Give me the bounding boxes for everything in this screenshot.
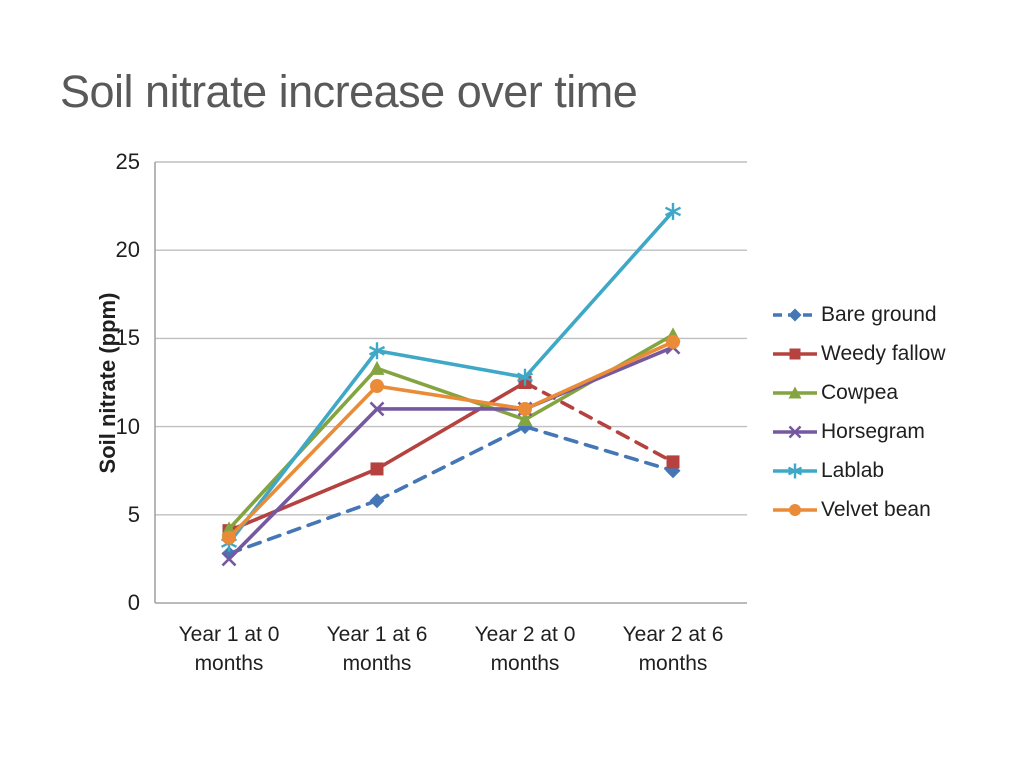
legend-marker-horsegram bbox=[788, 425, 802, 438]
y-tick-label-0: 0 bbox=[127, 590, 140, 615]
data-point-cowpea bbox=[517, 412, 533, 427]
data-point-horsegram bbox=[221, 551, 237, 567]
data-point-velvet-bean bbox=[666, 334, 680, 349]
legend-marker-velvet-bean bbox=[789, 503, 801, 516]
data-point-lablab bbox=[516, 368, 534, 386]
y-tick-label-15: 15 bbox=[115, 325, 140, 351]
series-segment-bare-ground bbox=[227, 498, 379, 556]
data-point-horsegram bbox=[369, 401, 385, 417]
legend-marker-icon-cowpea bbox=[773, 386, 817, 398]
legend: Bare ground Weedy fallow Cowpea Horsegram La… bbox=[772, 295, 946, 529]
series-segment-weedy-fallow bbox=[375, 380, 527, 471]
legend-label: Horsegram bbox=[821, 419, 925, 443]
data-point-lablab bbox=[368, 342, 386, 360]
legend-marker-bare-ground bbox=[788, 308, 802, 321]
y-axis-title: Soil nitrate (ppm) bbox=[95, 292, 120, 474]
legend-marker-lablab bbox=[787, 463, 803, 478]
series-segment-velvet-bean bbox=[227, 384, 379, 540]
legend-marker-icon-weedy-fallow bbox=[773, 348, 817, 359]
data-point-weedy-fallow bbox=[666, 455, 680, 469]
series-weedy-fallow bbox=[222, 376, 680, 538]
data-point-velvet-bean bbox=[222, 530, 236, 545]
data-point-velvet-bean bbox=[518, 401, 532, 416]
series-segment-lablab bbox=[375, 348, 527, 380]
series-segment-weedy-fallow bbox=[227, 467, 379, 533]
legend-item-bare-ground: Bare ground bbox=[772, 295, 946, 334]
y-tick-label-20: 20 bbox=[115, 237, 140, 263]
chart-title: Soil nitrate increase over time bbox=[60, 66, 638, 117]
series-segment-horsegram bbox=[227, 407, 379, 561]
data-point-bare-ground bbox=[369, 493, 385, 509]
series-segment-bare-ground bbox=[523, 424, 675, 473]
legend-item-velvet-bean: Velvet bean bbox=[772, 490, 946, 529]
legend-item-cowpea: Cowpea bbox=[772, 373, 946, 412]
series-segment-weedy-fallow bbox=[523, 380, 675, 464]
legend-marker-icon-horsegram bbox=[773, 425, 817, 438]
x-category-label: Year 2 at 0 months bbox=[474, 623, 576, 675]
legend-item-weedy-fallow: Weedy fallow bbox=[772, 334, 946, 373]
series-segment-bare-ground bbox=[375, 424, 527, 503]
x-category-label: Year 1 at 0 months bbox=[178, 623, 280, 675]
data-point-lablab bbox=[664, 202, 682, 220]
series-bare-ground bbox=[221, 419, 681, 562]
series-segment-lablab bbox=[523, 209, 675, 380]
legend-marker-icon-velvet-bean bbox=[773, 503, 817, 516]
series-segment-cowpea bbox=[375, 366, 527, 422]
legend-item-lablab: Lablab bbox=[772, 451, 946, 490]
series-segment-velvet-bean bbox=[523, 340, 675, 411]
y-tick-label-25: 25 bbox=[115, 149, 140, 174]
legend-marker-icon-lablab bbox=[773, 463, 817, 478]
legend-item-horsegram: Horsegram bbox=[772, 412, 946, 451]
y-tick-label-10: 10 bbox=[115, 413, 140, 439]
legend-label: Velvet bean bbox=[821, 497, 931, 521]
x-category-label: Year 1 at 6 months bbox=[326, 623, 428, 675]
legend-label: Weedy fallow bbox=[821, 341, 946, 365]
legend-marker-icon-bare-ground bbox=[773, 308, 817, 321]
data-point-bare-ground bbox=[221, 546, 237, 562]
plot-area bbox=[154, 161, 747, 604]
legend-marker-weedy-fallow bbox=[789, 348, 801, 359]
data-point-velvet-bean bbox=[370, 379, 384, 394]
legend-marker-cowpea bbox=[788, 386, 802, 398]
legend-label: Bare ground bbox=[821, 302, 937, 326]
x-category-label: Year 2 at 6 months bbox=[622, 623, 724, 675]
y-tick-label-5: 5 bbox=[127, 501, 140, 527]
series-velvet-bean bbox=[222, 334, 680, 545]
data-point-cowpea bbox=[369, 360, 385, 375]
legend-label: Cowpea bbox=[821, 380, 899, 404]
data-point-weedy-fallow bbox=[370, 462, 384, 476]
series-segment-velvet-bean bbox=[375, 384, 527, 411]
legend-label: Lablab bbox=[821, 458, 885, 482]
